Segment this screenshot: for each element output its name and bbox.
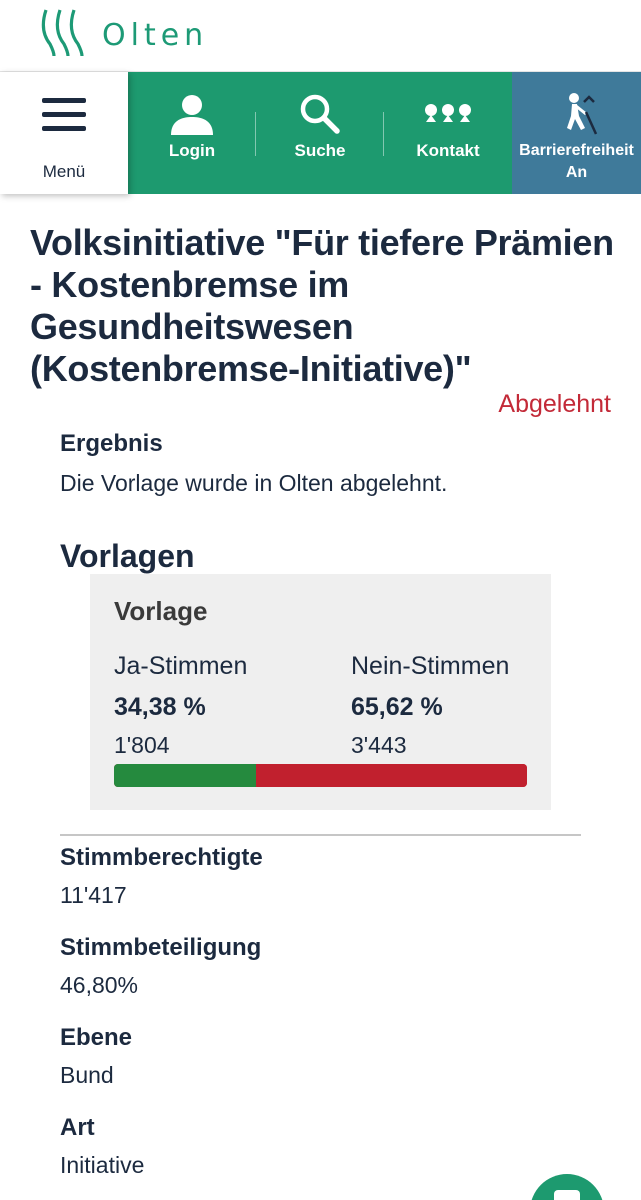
accessibility-walker-icon bbox=[567, 93, 598, 135]
nav-actions: Login Suche bbox=[128, 72, 512, 194]
contact-button[interactable]: Kontakt bbox=[384, 72, 512, 194]
user-icon bbox=[171, 95, 213, 135]
menu-button[interactable]: Menü bbox=[0, 72, 128, 194]
login-label: Login bbox=[168, 141, 216, 160]
contact-label: Kontakt bbox=[416, 141, 480, 160]
contact-icon bbox=[425, 104, 471, 122]
vorlagen-heading: Vorlagen bbox=[60, 538, 195, 574]
detail-label-level: Ebene bbox=[60, 1024, 133, 1051]
detail-label-eligible-voters: Stimmberechtigte bbox=[60, 844, 263, 871]
detail-value-turnout: 46,80% bbox=[60, 972, 139, 998]
status-badge: Abgelehnt bbox=[498, 390, 611, 418]
detail-value-type: Initiative bbox=[60, 1152, 145, 1178]
yes-column: Ja-Stimmen 34,38 % 1'804 bbox=[114, 652, 247, 759]
search-icon bbox=[300, 94, 340, 134]
vote-result-bar bbox=[114, 764, 527, 787]
nav-separator bbox=[255, 112, 256, 156]
page-title: Volksinitiative "Für tiefere Prämien - K… bbox=[30, 222, 614, 389]
vote-card: Vorlage Ja-Stimmen 34,38 % 1'804 Nein-St… bbox=[90, 574, 551, 810]
vote-card-title: Vorlage bbox=[114, 596, 208, 626]
no-column: Nein-Stimmen 65,62 % 3'443 bbox=[351, 652, 509, 759]
olten-logo-icon[interactable] bbox=[40, 6, 96, 58]
accessibility-label: Barrierefreiheit An bbox=[519, 142, 634, 181]
yes-percent: 34,38 % bbox=[114, 693, 206, 721]
no-count: 3'443 bbox=[351, 732, 407, 758]
chat-icon bbox=[554, 1190, 580, 1200]
detail-label-type: Art bbox=[60, 1114, 95, 1141]
accessibility-button[interactable]: eigen Barrierefreiheit An bbox=[512, 72, 641, 194]
search-label: Suche bbox=[294, 141, 346, 160]
logo-text[interactable]: Olten bbox=[102, 18, 209, 53]
detail-value-level: Bund bbox=[60, 1062, 114, 1088]
yes-label: Ja-Stimmen bbox=[114, 652, 248, 680]
detail-value-eligible-voters: 11'417 bbox=[60, 882, 127, 908]
detail-label-turnout: Stimmbeteiligung bbox=[60, 934, 262, 961]
main-nav: Menü Login Su bbox=[0, 72, 641, 194]
yes-bar-segment bbox=[114, 764, 256, 787]
search-button[interactable]: Suche bbox=[256, 72, 384, 194]
result-text: Die Vorlage wurde in Olten abgelehnt. bbox=[60, 470, 448, 496]
no-label: Nein-Stimmen bbox=[351, 652, 510, 680]
login-button[interactable]: Login bbox=[128, 72, 256, 194]
hamburger-icon bbox=[42, 98, 86, 131]
chat-fab-button[interactable] bbox=[530, 1174, 604, 1200]
no-percent: 65,62 % bbox=[351, 693, 443, 721]
no-bar-segment bbox=[256, 764, 527, 787]
logo-bar: Olten bbox=[0, 0, 641, 72]
yes-count: 1'804 bbox=[114, 732, 170, 758]
nav-separator bbox=[383, 112, 384, 156]
menu-label: Menü bbox=[42, 162, 86, 181]
section-divider bbox=[60, 834, 581, 836]
result-label: Ergebnis bbox=[60, 430, 163, 457]
